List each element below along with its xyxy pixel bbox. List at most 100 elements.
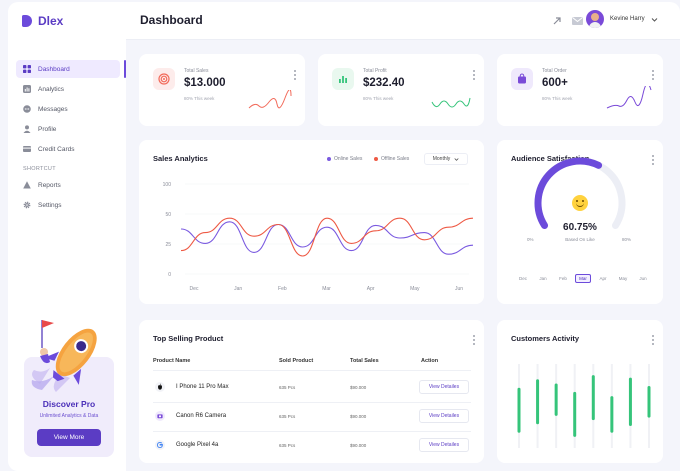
more-options-icon[interactable] [294,70,297,80]
sparkline-orders [606,86,652,109]
chevron-down-icon [454,157,459,161]
product-sold: 635 Pcs [279,414,296,419]
sparkline-profit [431,97,471,108]
sidebar-item-messages[interactable]: Messages [16,100,120,118]
stat-subtext: 80% This week [184,96,215,101]
gauge-fill [534,157,603,230]
online-dot-icon [327,157,331,161]
month-tab-jan[interactable]: Jan [539,276,547,281]
stat-card-total-sales: Total Sales $13.000 80% This week [139,54,305,126]
product-name: I Phone 11 Pro Max [176,384,229,390]
satisfaction-gauge [534,157,626,230]
product-sales: $90.000 [350,443,367,448]
month-tab-may[interactable]: May [618,276,628,281]
view-details-button[interactable]: View Detailes [419,438,469,452]
column-header: Total Sales [350,358,379,364]
product-name: Canon R6 Camera [176,413,227,419]
stat-value: $232.40 [363,77,405,89]
customers-activity-card: Customers Activity [497,320,663,463]
y-tick-label: 50 [165,212,171,218]
series-line-online [180,221,474,255]
view-details-button[interactable]: View Detailes [419,409,469,423]
sidebar-item-analytics[interactable]: Analytics [16,80,120,98]
user-menu[interactable]: Kevine Harry [586,10,658,28]
sidebar: Dlex Dashboard Analytics Messages [8,2,126,471]
x-tick-label: Apr [367,286,375,292]
chevron-down-icon [651,17,658,22]
bar-chart-icon [332,68,354,90]
gear-icon [23,201,31,209]
stat-value: $13.000 [184,77,226,89]
divider [153,402,471,403]
sidebar-item-reports[interactable]: Reports [16,176,120,194]
more-options-icon[interactable] [652,70,655,80]
satisfaction-caption: Based On Like [565,237,595,242]
legend-offline-label: Offline Sales [381,156,410,162]
stat-subtext: 80% This week [542,96,573,101]
more-options-icon[interactable] [473,70,476,80]
apple-icon [155,382,165,392]
month-tab-mar[interactable]: Mar [575,274,591,283]
brand[interactable]: Dlex [22,14,63,28]
top-selling-title: Top Selling Product [153,334,224,343]
divider [153,431,471,432]
smiley-icon [572,195,588,211]
sidebar-item-settings[interactable]: Settings [16,196,120,214]
mail-icon[interactable] [571,15,584,27]
table-row: Canon R6 Camera 635 Pcs $90.000 View Det… [139,403,484,429]
product-name: Google Pixel 4a [176,442,219,448]
month-tab-dec[interactable]: Dec [518,276,527,281]
column-header: Product Name [153,358,191,364]
x-tick-label: Dec [190,286,199,292]
chart-icon [23,85,31,93]
sales-line-chart: 100 50 25 0 Dec Jan Feb Mar Apr May Jun [163,182,474,292]
month-selector: Dec Jan Feb Mar Apr May Jun [515,274,651,283]
camera-icon [155,411,165,421]
rocket-illustration-icon [31,320,97,392]
table-row: Google Pixel 4a 635 Pcs $90.000 View Det… [139,432,484,458]
sidebar-item-profile[interactable]: Profile [16,120,120,138]
y-tick-label: 100 [163,182,172,188]
y-tick-label: 25 [165,242,171,248]
shopping-bag-icon [511,68,533,90]
sidebar-item-label: Credit Cards [38,145,75,153]
more-options-icon[interactable] [473,335,476,345]
x-tick-label: Jun [455,286,463,292]
period-select[interactable]: Monthly [424,153,468,165]
table-row: I Phone 11 Pro Max 635 Pcs $90.000 View … [139,374,484,400]
gauge-min-label: 0% [527,237,534,242]
divider [153,370,471,371]
audience-satisfaction-card: Audience Satisfaction 60.75% Based On Li… [497,140,663,304]
page-title: Dashboard [140,13,203,27]
expand-icon[interactable] [551,15,563,27]
view-details-button[interactable]: View Detailes [419,380,469,394]
month-tab-jun[interactable]: Jun [639,276,647,281]
column-header: Sold Product [279,358,314,364]
audience-title: Audience Satisfaction [511,154,590,163]
sparkline-sales [248,90,292,109]
top-selling-card: Top Selling Product Product Name Sold Pr… [139,320,484,463]
stat-label: Total Sales [184,68,209,74]
legend-online-label: Online Sales [334,156,363,162]
more-options-icon[interactable] [652,155,655,165]
view-more-button[interactable]: View More [37,429,101,446]
series-line-offline [180,217,474,257]
y-tick-label: 0 [168,272,171,278]
avatar [586,10,604,28]
product-sold: 635 Pcs [279,385,296,390]
x-tick-label: Feb [278,286,287,292]
promo-title: Discover Pro [42,399,96,409]
sales-analytics-card: Sales Analytics Online Sales Offline Sal… [139,140,484,304]
google-icon [155,440,165,450]
more-options-icon[interactable] [652,335,655,345]
stat-subtext: 80% This week [363,96,394,101]
sidebar-item-credit-cards[interactable]: Credit Cards [16,140,120,158]
card-icon [23,145,31,153]
sidebar-item-label: Settings [38,201,62,209]
sidebar-item-label: Profile [38,125,57,133]
sidebar-item-dashboard[interactable]: Dashboard [16,60,126,78]
month-tab-feb[interactable]: Feb [559,276,567,281]
user-name: Kevine Harry [610,16,645,22]
month-tab-apr[interactable]: Apr [599,276,607,281]
legend-offline: Offline Sales [374,156,409,162]
